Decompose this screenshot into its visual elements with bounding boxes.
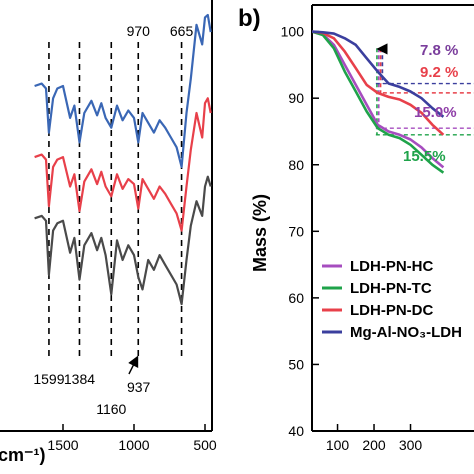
- x-tick-label: 300: [399, 437, 423, 453]
- panel-b-label: b): [238, 5, 261, 32]
- legend: LDH-PN-HC LDH-PN-TC LDH-PN-DC Mg-Al-NO₃-LDH: [322, 258, 462, 341]
- legend-label: LDH-PN-DC: [350, 302, 433, 319]
- mass-loss-label: 15.5%: [403, 148, 446, 165]
- mass-loss-guides: [375, 43, 474, 136]
- panel-a-x-axis-label: cm⁻¹): [0, 445, 46, 465]
- mass-loss-label: 9.2 %: [420, 64, 458, 81]
- legend-label: Mg-Al-NO₃-LDH: [350, 324, 462, 341]
- y-tick-label: 80: [288, 157, 304, 173]
- peak-label: 665: [170, 23, 194, 39]
- x-tick-label: 1500: [47, 437, 78, 453]
- tga-curve-4: [312, 30, 445, 118]
- peak-label: 1599: [33, 371, 64, 387]
- tga-curve-2: [312, 30, 445, 174]
- ftir-curve-3: [34, 175, 212, 306]
- y-tick-label: 60: [288, 290, 304, 306]
- x-tick-label: 100: [326, 437, 350, 453]
- ftir-curve-2: [34, 97, 212, 232]
- panel-b-y-axis-label: Mass (%): [250, 194, 270, 272]
- tga-curve-1: [312, 30, 445, 169]
- panel-b-x-ticks: 100 200 300: [326, 424, 423, 453]
- legend-label: LDH-PN-HC: [350, 258, 433, 275]
- y-tick-label: 40: [288, 423, 304, 439]
- mass-loss-labels: 7.8 % 9.2 % 15.0% 15.5%: [403, 42, 458, 165]
- mass-loss-label: 15.0%: [414, 104, 457, 121]
- y-tick-label: 100: [281, 24, 305, 40]
- x-tick-label: 500: [193, 437, 217, 453]
- panel-a-x-ticks: 1500 1000 500: [47, 424, 217, 453]
- peak-label: 937: [127, 379, 151, 395]
- peak-guide-lines: [48, 42, 183, 360]
- y-tick-label: 70: [288, 223, 304, 239]
- ftir-curve-1: [34, 13, 212, 168]
- peak-arrow: [128, 355, 139, 375]
- peak-label: 1160: [96, 401, 126, 417]
- panel-b-y-ticks: 40 50 60 70 80 90 100: [281, 24, 319, 439]
- peak-label: 1384: [64, 371, 95, 387]
- y-tick-label: 90: [288, 90, 304, 106]
- peak-label: 970: [127, 23, 151, 39]
- y-tick-label: 50: [288, 356, 304, 372]
- tga-curves: [312, 30, 445, 174]
- x-tick-label: 1000: [118, 437, 149, 453]
- tga-panel: b) Mass (%) 40 50 60 70 80 90 100 100 200 300 7.…: [238, 4, 474, 453]
- x-tick-label: 200: [362, 437, 386, 453]
- legend-label: LDH-PN-TC: [350, 280, 432, 297]
- mass-loss-label: 7.8 %: [420, 42, 458, 59]
- tga-curve-3: [312, 30, 445, 136]
- ftir-curves: [34, 13, 212, 306]
